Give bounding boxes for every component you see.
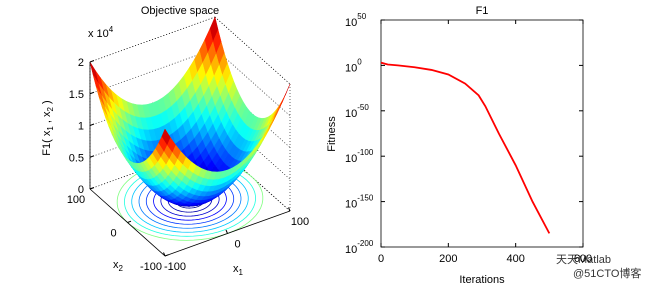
y-tick-label: 10-150 bbox=[345, 194, 374, 211]
z-tick bbox=[89, 91, 95, 95]
z-tick bbox=[89, 155, 95, 158]
text-part: x bbox=[113, 259, 119, 271]
x-tick bbox=[163, 252, 166, 257]
watermark: 天天Matlab bbox=[556, 254, 611, 266]
text-part: 10 bbox=[345, 62, 357, 74]
surface-patch bbox=[161, 128, 171, 146]
y-tick bbox=[127, 220, 132, 223]
text-part: , x bbox=[41, 111, 53, 126]
z-tick bbox=[89, 123, 95, 126]
x-tick-label: 100 bbox=[291, 216, 309, 228]
text-part: 10 bbox=[345, 17, 357, 29]
x-tick-label: 400 bbox=[506, 253, 524, 265]
text-part: -200 bbox=[357, 239, 374, 248]
y-tick-label: -100 bbox=[140, 261, 162, 273]
text-part: -50 bbox=[357, 103, 369, 112]
text-part: ) bbox=[41, 100, 53, 107]
z-tick-label: 1.5 bbox=[69, 89, 84, 101]
box-edge bbox=[89, 16, 216, 63]
chart-title: F1 bbox=[476, 5, 489, 17]
z-scale: x 104 bbox=[88, 25, 114, 40]
y-tick bbox=[89, 187, 94, 190]
text-part: 0 bbox=[357, 57, 362, 66]
x-tick-label: 0 bbox=[234, 239, 240, 251]
y-axis-label: Fitness bbox=[326, 116, 338, 152]
series-line bbox=[380, 61, 551, 234]
x-tick-label: -100 bbox=[164, 261, 186, 273]
text-part: 4 bbox=[109, 25, 114, 34]
plot-area bbox=[380, 19, 584, 248]
y-axis-label: x2 bbox=[113, 259, 124, 273]
y-tick-label: 100 bbox=[67, 194, 85, 206]
text-part: 10 bbox=[345, 153, 357, 165]
y-tick bbox=[164, 254, 169, 257]
x-axis-label: x1 bbox=[233, 263, 244, 277]
y-tick-label: 0 bbox=[110, 228, 116, 240]
z-tick-label: 0.5 bbox=[69, 152, 84, 164]
text-part: 10 bbox=[345, 244, 357, 256]
z-tick-label: 0 bbox=[78, 184, 84, 196]
z-tick bbox=[89, 60, 95, 63]
text-part: 2 bbox=[46, 107, 55, 112]
text-part: -150 bbox=[357, 194, 374, 203]
text-part: x 10 bbox=[88, 28, 109, 40]
text-part: 10 bbox=[345, 108, 357, 120]
y-tick-label: 100 bbox=[345, 57, 362, 74]
text-part: x bbox=[233, 263, 239, 275]
box-edge bbox=[89, 48, 216, 95]
text-part: 50 bbox=[357, 12, 366, 21]
text-part: F1( x bbox=[41, 130, 53, 156]
x-axis-label: Iterations bbox=[459, 274, 505, 286]
watermark: @51CTO博客 bbox=[573, 266, 641, 280]
text-part: -100 bbox=[357, 148, 374, 157]
x-tick-label: 600 bbox=[574, 253, 592, 265]
z-tick-label: 1 bbox=[78, 121, 84, 133]
z-tick-label: 2 bbox=[78, 57, 84, 69]
y-tick-label: 10-200 bbox=[345, 239, 374, 256]
x-tick-label: 200 bbox=[439, 253, 457, 265]
text-part: 1 bbox=[239, 268, 244, 277]
chart-title: Objective space bbox=[141, 5, 219, 17]
y-tick-label: 10-50 bbox=[345, 103, 369, 120]
text-part: 1 bbox=[46, 126, 55, 131]
x-tick bbox=[225, 229, 228, 234]
z-axis-label: F1( x1 , x2 ) bbox=[41, 100, 55, 155]
y-tick-label: 10-100 bbox=[345, 148, 374, 165]
x-tick-label: 0 bbox=[378, 253, 384, 265]
y-tick-label: 1050 bbox=[345, 12, 367, 29]
text-part: 10 bbox=[345, 199, 357, 211]
x-tick bbox=[288, 207, 291, 212]
text-part: 2 bbox=[119, 264, 124, 273]
